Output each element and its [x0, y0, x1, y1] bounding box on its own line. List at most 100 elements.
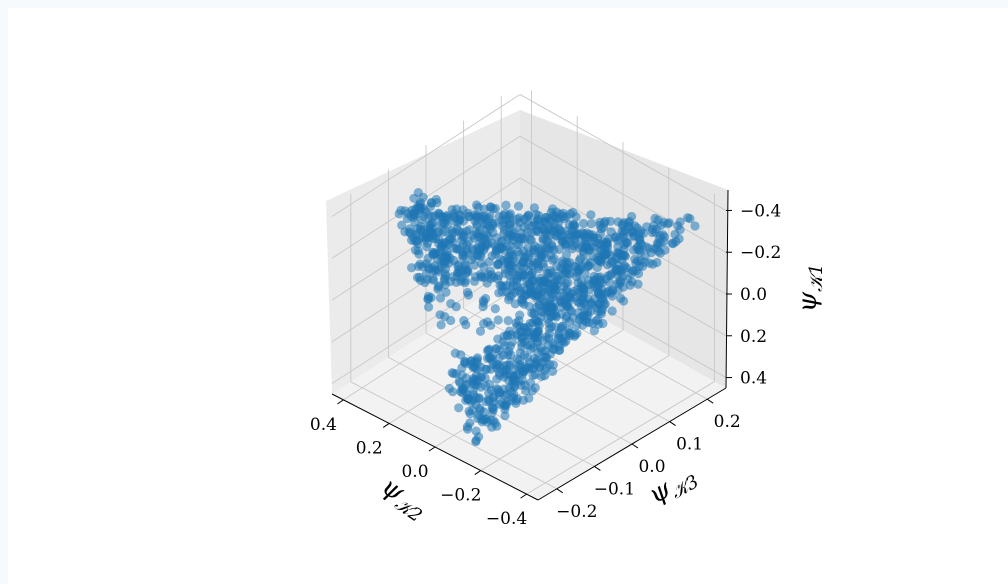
data-point	[438, 227, 448, 237]
data-point	[500, 411, 510, 421]
data-point	[447, 234, 457, 244]
data-point	[548, 360, 559, 370]
data-point	[518, 295, 528, 305]
data-point	[463, 393, 473, 403]
data-point	[619, 232, 629, 243]
data-point	[515, 347, 525, 358]
data-point	[530, 333, 540, 343]
data-point	[563, 277, 573, 288]
data-point	[415, 272, 425, 282]
z-tick-label: −0.2	[740, 243, 781, 263]
data-point	[475, 326, 486, 336]
data-point	[451, 204, 462, 214]
data-point	[416, 224, 426, 234]
z-gridline	[331, 94, 521, 217]
x-tick-label: 0.4	[310, 415, 337, 435]
data-point	[472, 221, 482, 231]
data-point	[607, 306, 617, 316]
data-point	[616, 265, 626, 275]
figure: 0.4 0.2 0.0 −0.2 −0.4 −0.2 −0.1 0.0 0.1 0.2 −0.4 −0…	[8, 8, 1008, 584]
y-tick-label: 0.2	[714, 412, 741, 432]
data-point	[534, 254, 544, 264]
data-point	[573, 278, 583, 288]
y-tick	[706, 398, 714, 404]
data-point	[548, 255, 558, 265]
data-point	[532, 318, 543, 328]
data-point	[502, 389, 512, 399]
data-point	[524, 266, 534, 276]
data-point	[496, 243, 506, 253]
data-point	[507, 337, 517, 347]
data-point	[514, 316, 524, 326]
z-tick-label: 0.0	[740, 285, 767, 305]
data-point	[690, 221, 700, 231]
data-point	[590, 282, 600, 292]
data-point	[454, 403, 464, 413]
data-point	[633, 279, 643, 289]
data-point	[488, 403, 498, 413]
data-point	[535, 279, 545, 289]
data-point	[434, 238, 444, 249]
data-point	[527, 308, 537, 318]
data-point	[636, 226, 646, 236]
data-point	[471, 426, 481, 436]
data-point	[586, 210, 596, 220]
data-point	[594, 319, 604, 329]
data-point	[451, 302, 461, 312]
data-point	[580, 310, 590, 320]
data-point	[469, 260, 479, 270]
data-point	[554, 217, 564, 227]
data-point	[501, 200, 511, 210]
data-point	[500, 401, 510, 411]
data-point	[475, 406, 485, 416]
data-point	[556, 263, 566, 273]
z-tick-label: 0.4	[740, 369, 767, 389]
data-point	[415, 199, 425, 209]
data-point	[463, 290, 474, 300]
data-point	[397, 220, 407, 230]
data-point	[580, 243, 590, 253]
data-point	[458, 247, 468, 257]
data-point	[589, 326, 600, 336]
y-gridline	[463, 308, 670, 422]
data-point	[514, 355, 524, 365]
data-point	[423, 294, 433, 304]
data-point	[644, 243, 654, 253]
data-point	[512, 239, 522, 249]
data-point	[565, 294, 575, 304]
data-point	[652, 238, 663, 248]
data-point	[524, 327, 535, 337]
data-point	[481, 414, 491, 424]
data-point	[630, 254, 640, 264]
data-point	[561, 313, 571, 323]
data-point	[529, 203, 540, 213]
data-point	[435, 293, 446, 303]
y-tick	[594, 465, 601, 471]
data-point	[525, 281, 535, 291]
data-point	[572, 229, 582, 239]
data-point	[498, 282, 508, 292]
data-point	[586, 219, 596, 229]
data-point	[461, 226, 472, 236]
x-tick	[520, 493, 527, 499]
data-point	[400, 206, 410, 216]
data-point	[517, 333, 527, 343]
data-point	[419, 212, 429, 222]
data-point	[586, 258, 596, 268]
y-tick	[631, 443, 639, 449]
data-point	[647, 227, 657, 238]
data-point	[606, 227, 616, 237]
data-point	[499, 228, 509, 239]
y-tick-label: −0.1	[594, 479, 635, 499]
data-point	[546, 216, 556, 226]
data-point	[593, 255, 604, 265]
data-point	[550, 226, 560, 236]
data-point	[506, 246, 516, 256]
data-point	[500, 269, 510, 279]
data-point	[632, 243, 642, 253]
data-point	[503, 316, 513, 326]
z-gridline	[519, 94, 727, 211]
data-point	[433, 265, 443, 275]
scatter-points	[394, 188, 700, 447]
data-point	[504, 369, 514, 379]
